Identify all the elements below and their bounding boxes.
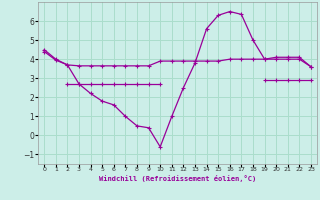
- X-axis label: Windchill (Refroidissement éolien,°C): Windchill (Refroidissement éolien,°C): [99, 175, 256, 182]
